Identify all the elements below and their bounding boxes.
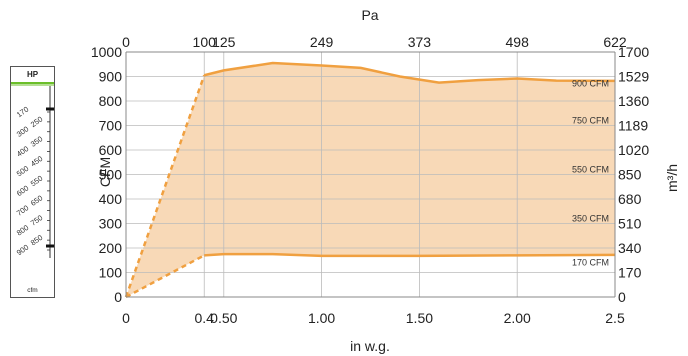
y-tick-label: 400 — [99, 191, 123, 207]
x2-tick-label: 622 — [603, 34, 627, 50]
y2-tick-label: 1360 — [618, 93, 649, 109]
y-tick-label: 0 — [114, 289, 122, 305]
y-tick-label: 800 — [99, 93, 123, 109]
x-tick-label: 1.00 — [308, 310, 335, 326]
x-tick-label: 2.00 — [504, 310, 531, 326]
cfm-level-label: 550 CFM — [572, 164, 609, 174]
y2-tick-label: 680 — [618, 191, 642, 207]
x2-tick-label: 125 — [212, 34, 236, 50]
x-tick-label: 2.5 — [605, 310, 625, 326]
top-axis-title: Pa — [361, 7, 378, 23]
cfm-level-label: 900 CFM — [572, 79, 609, 89]
x2-tick-label: 498 — [506, 34, 530, 50]
y-tick-label: 700 — [99, 118, 123, 134]
y-axis-title: CFM — [97, 157, 113, 187]
x-tick-label: 0 — [122, 310, 130, 326]
cfm-level-label: 350 CFM — [572, 213, 609, 223]
gauge-frame — [10, 66, 55, 298]
cfm-level-label: 750 CFM — [572, 115, 609, 125]
y-tick-label: 600 — [99, 142, 123, 158]
x-axis-title: in w.g. — [350, 338, 390, 354]
y-tick-label: 1000 — [91, 44, 122, 60]
gauge-header: HP — [27, 70, 39, 79]
y2-tick-label: 510 — [618, 216, 642, 232]
y-tick-label: 100 — [99, 265, 123, 281]
x2-tick-label: 100 — [193, 34, 217, 50]
x2-tick-label: 0 — [122, 34, 130, 50]
x-tick-label: 1.50 — [406, 310, 433, 326]
y2-tick-label: 1189 — [618, 118, 648, 134]
y-tick-label: 300 — [99, 216, 123, 232]
fan-curves — [124, 61, 616, 299]
y2-tick-label: 850 — [618, 167, 642, 183]
chart-tick-labels: 0100200300400500600700800900100001703405… — [91, 34, 650, 326]
y2-tick-label: 170 — [618, 265, 642, 281]
y2-tick-label: 0 — [618, 289, 626, 305]
y2-tick-label: 1529 — [618, 69, 649, 85]
x2-tick-label: 373 — [408, 34, 432, 50]
cfm-level-labels: 900 CFM 750 CFM 550 CFM 350 CFM 170 CFM — [572, 79, 609, 268]
chart-axes — [125, 51, 616, 298]
x-tick-label: 0.50 — [210, 310, 237, 326]
y-tick-label: 500 — [99, 167, 123, 183]
upper-curve-line — [203, 61, 616, 84]
y-tick-label: 900 — [99, 69, 123, 85]
gauge-footer: cfm — [27, 287, 37, 294]
x-tick-label: 0.4 — [195, 310, 215, 326]
x2-tick-label: 249 — [310, 34, 334, 50]
lower-dashed-line — [125, 254, 205, 299]
y2-tick-label: 1020 — [618, 142, 649, 158]
cfm-level-label: 170 CFM — [572, 257, 609, 267]
operating-range-fill — [126, 63, 615, 298]
upper-dashed-line — [124, 74, 206, 298]
right-axis-title: m³/h — [664, 164, 680, 192]
y-tick-label: 200 — [99, 240, 123, 256]
operating-range-area — [126, 63, 615, 298]
y2-tick-label: 1700 — [618, 44, 649, 60]
hp-gauge: HP 1702503003504004505005506006507007508… — [10, 66, 55, 298]
y2-tick-label: 340 — [618, 240, 642, 256]
lower-curve-line — [204, 252, 616, 258]
